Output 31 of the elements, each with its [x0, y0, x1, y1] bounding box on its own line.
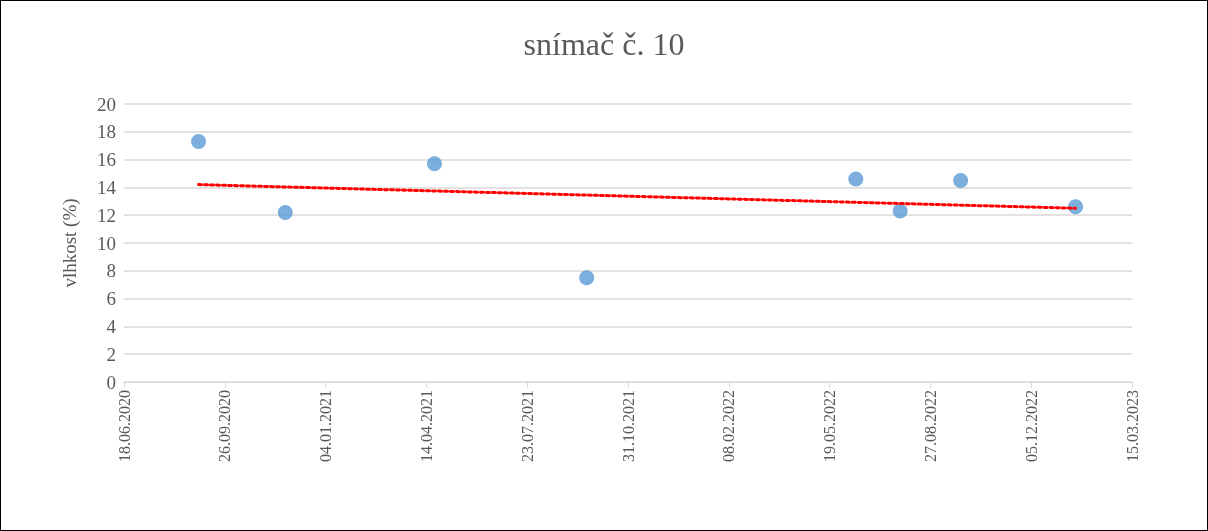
y-tick-label: 18 [97, 121, 116, 143]
point [892, 203, 908, 219]
x-tick-label: 23.07.2021 [518, 390, 536, 462]
point [426, 156, 442, 172]
x-tick-label: 27.08.2022 [921, 390, 939, 462]
x-tick-label: 19.05.2022 [821, 390, 839, 462]
y-tick-label: 2 [106, 343, 116, 365]
x-tick-label: 08.02.2022 [720, 390, 738, 462]
y-tick-label: 10 [97, 232, 116, 254]
y-tick-label: 0 [106, 371, 116, 393]
y-axis-title: vlhkost (%) [59, 198, 81, 288]
y-tick-label: 6 [106, 288, 116, 310]
x-tick-label: 26.09.2020 [216, 390, 234, 462]
y-tick-label: 12 [97, 204, 116, 226]
y-tick-label: 14 [97, 176, 117, 198]
y-tick-label: 16 [97, 149, 116, 171]
point [953, 172, 969, 188]
x-tick-label: 18.06.2020 [115, 390, 133, 462]
x-tick-label: 05.12.2022 [1022, 390, 1040, 462]
x-tick-label: 31.10.2021 [619, 390, 637, 462]
y-tick-label: 20 [97, 93, 116, 115]
point [191, 134, 207, 150]
point [579, 270, 595, 286]
chart-title: snímač č. 10 [523, 26, 685, 62]
x-tick-label: 15.03.2023 [1123, 390, 1141, 462]
point [848, 171, 864, 187]
y-tick-label: 4 [106, 315, 117, 337]
x-tick-label: 14.04.2021 [417, 390, 435, 462]
y-tick-label: 8 [106, 260, 116, 282]
point [277, 204, 293, 220]
x-tick-label: 04.01.2021 [317, 390, 335, 462]
